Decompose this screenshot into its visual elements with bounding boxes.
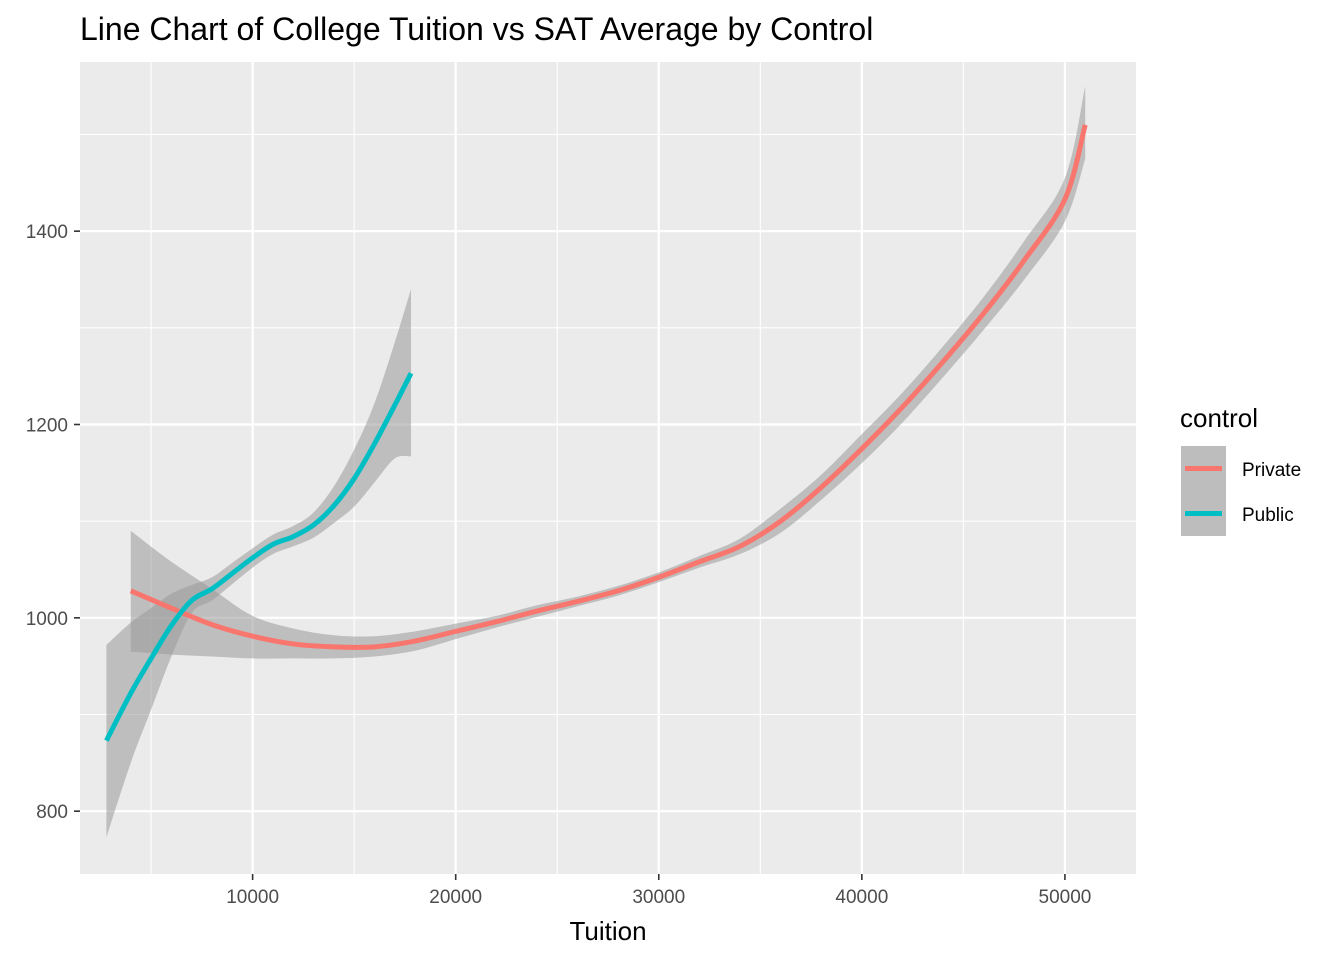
- major-gridlines: [80, 62, 1136, 874]
- plot-panel: [80, 62, 1136, 874]
- x-tick-label: 30000: [632, 887, 685, 908]
- legend-items: Private Public: [1181, 446, 1301, 536]
- y-tick-label: 800: [36, 802, 68, 823]
- x-tick-label: 10000: [226, 887, 279, 908]
- y-tick-label: 1400: [26, 222, 68, 243]
- ribbon-private: [130, 86, 1086, 659]
- series-lines: [104, 124, 1088, 742]
- legend-label-public: Public: [1242, 505, 1294, 526]
- x-axis-ticks: 10000 20000 30000 40000 50000: [226, 874, 1091, 908]
- legend-label-private: Private: [1242, 460, 1301, 481]
- x-tick-label: 50000: [1039, 887, 1092, 908]
- x-axis-title: Tuition: [569, 916, 646, 946]
- legend-title: control: [1180, 403, 1258, 433]
- y-axis-ticks: 800 1000 1200 1400: [26, 222, 80, 823]
- legend: control Private Public: [1180, 403, 1301, 536]
- x-tick-label: 40000: [835, 887, 888, 908]
- x-tick-label: 20000: [429, 887, 482, 908]
- series-line-private: [129, 124, 1088, 650]
- confidence-ribbons: [106, 86, 1086, 838]
- minor-gridlines: [80, 62, 1136, 874]
- series-line-public: [104, 372, 414, 742]
- chart-title: Line Chart of College Tuition vs SAT Ave…: [80, 11, 873, 47]
- y-tick-label: 1200: [26, 416, 68, 437]
- y-tick-label: 1000: [26, 609, 68, 630]
